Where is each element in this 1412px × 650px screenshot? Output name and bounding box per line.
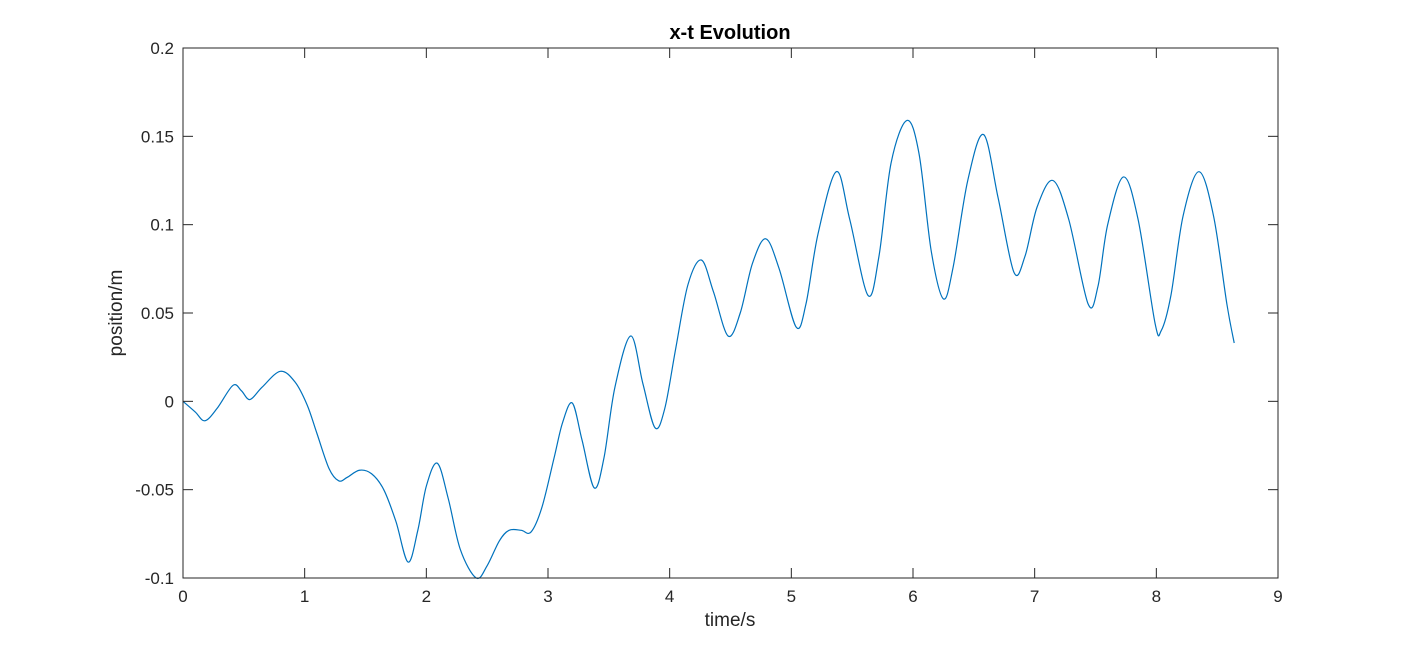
x-tick-label: 4	[665, 587, 674, 606]
x-tick-label: 3	[543, 587, 552, 606]
y-tick-label: 0.1	[150, 216, 174, 235]
x-tick-label: 5	[787, 587, 796, 606]
y-tick-label: 0.15	[141, 127, 174, 146]
series-line	[182, 119, 1235, 580]
x-tick-label: 2	[422, 587, 431, 606]
y-tick-label: 0.05	[141, 304, 174, 323]
x-tick-label: 1	[300, 587, 309, 606]
x-tick-label: 9	[1273, 587, 1282, 606]
x-tick-label: 7	[1030, 587, 1039, 606]
x-tick-label: 8	[1152, 587, 1161, 606]
y-axis-label: position/m	[106, 270, 127, 357]
chart-title: x-t Evolution	[669, 22, 790, 44]
y-tick-label: 0.2	[150, 39, 174, 58]
y-tick-label: -0.1	[145, 569, 174, 588]
y-tick-label: -0.05	[135, 481, 174, 500]
x-tick-label: 0	[178, 587, 187, 606]
x-tick-label: 6	[908, 587, 917, 606]
y-axis-ticks: -0.1 -0.05 0 0.05 0.1 0.15 0.2	[135, 39, 1278, 588]
series-layer	[182, 119, 1235, 580]
plot-area	[183, 48, 1278, 578]
x-axis-ticks: 0 1 2 3 4 5 6 7 8 9	[178, 48, 1283, 606]
y-tick-label: 0	[165, 392, 174, 411]
x-axis-label: time/s	[705, 610, 756, 631]
